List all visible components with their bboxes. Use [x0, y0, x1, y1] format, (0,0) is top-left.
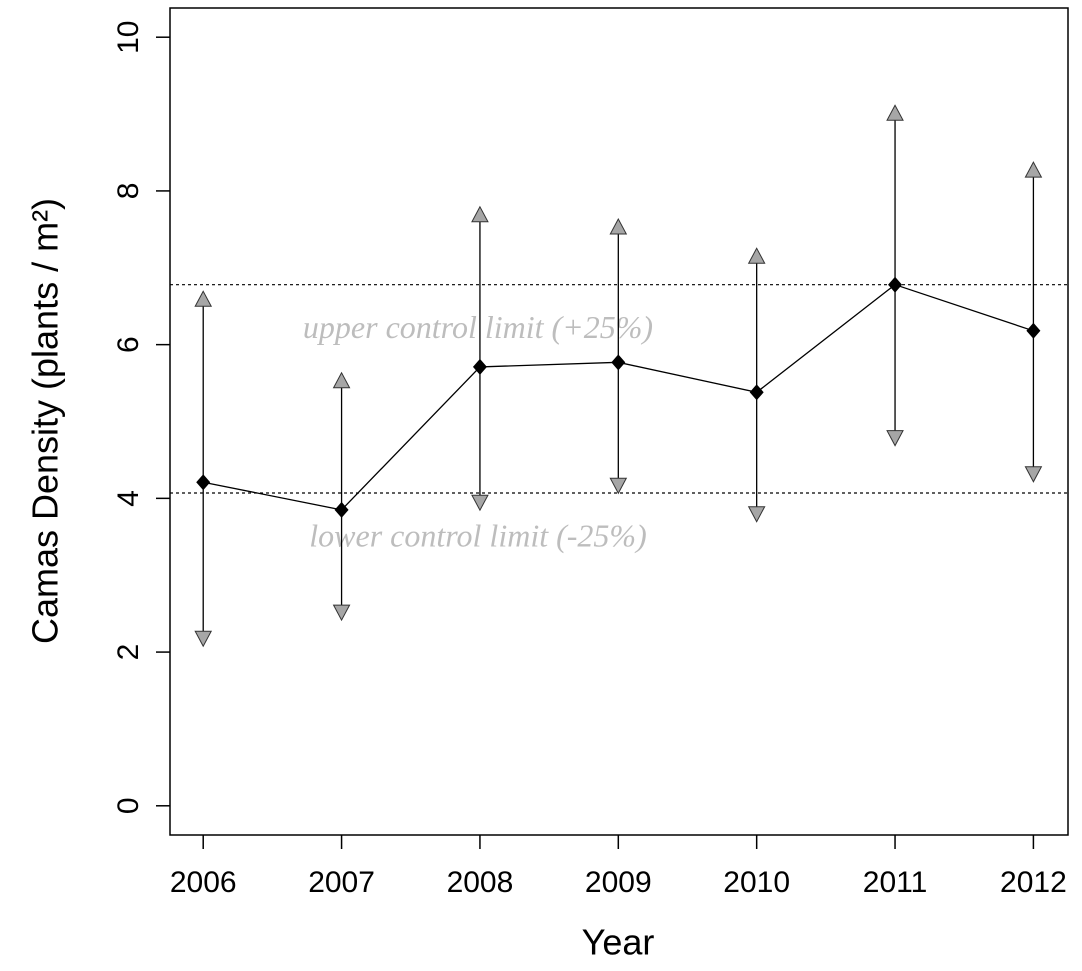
data-point [196, 474, 211, 491]
x-tick-label: 2009 [585, 866, 652, 899]
x-tick-label: 2010 [723, 866, 790, 899]
x-tick-label: 2007 [308, 866, 375, 899]
data-point [1026, 322, 1041, 339]
error-arrow [1024, 161, 1043, 178]
plot-frame [169, 7, 1069, 836]
error-arrow [886, 430, 904, 447]
error-arrow [332, 371, 351, 389]
data-point [611, 354, 626, 371]
data-point [749, 384, 764, 401]
x-tick-label: 2008 [447, 866, 514, 899]
error-arrow [471, 205, 489, 223]
x-tick-label: 2012 [1000, 866, 1067, 899]
error-arrow [194, 290, 213, 307]
x-tick-label: 2006 [170, 866, 237, 899]
y-tick-label: 2 [112, 644, 145, 661]
y-tick-label: 4 [112, 490, 145, 507]
error-arrow [1024, 466, 1043, 483]
error-arrow [471, 494, 489, 512]
data-point [888, 276, 903, 293]
y-tick-label: 8 [112, 183, 145, 200]
y-axis-title: Camas Density (plants / m²) [25, 198, 66, 644]
error-arrow [609, 477, 628, 495]
reference-label: upper control limit (+25%) [303, 309, 653, 345]
error-arrow [747, 506, 766, 523]
error-arrow [609, 217, 628, 235]
error-arrow [194, 630, 213, 648]
reference-label: lower control limit (-25%) [309, 517, 646, 553]
y-tick-label: 0 [112, 797, 145, 814]
x-axis-title: Year [582, 922, 655, 963]
error-arrow [747, 247, 766, 264]
error-arrow [886, 104, 904, 121]
data-point [472, 358, 487, 375]
x-tick-label: 2011 [863, 866, 928, 899]
data-point [334, 501, 349, 518]
y-tick-label: 10 [112, 21, 145, 54]
y-tick-label: 6 [112, 336, 145, 353]
error-arrow [332, 604, 351, 622]
